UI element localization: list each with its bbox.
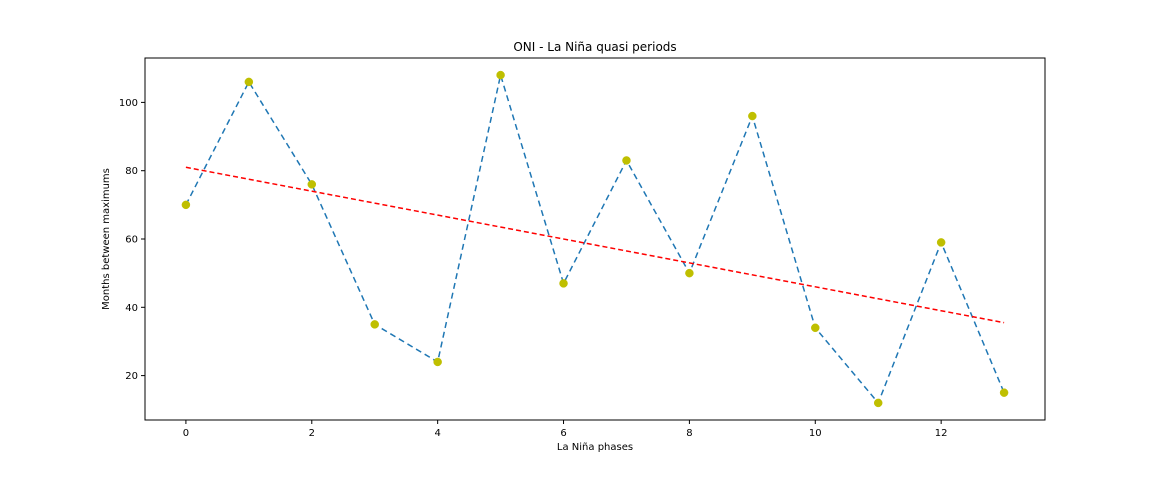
x-tick-label: 8 <box>686 428 692 439</box>
data-point <box>433 357 442 367</box>
data-point <box>999 388 1009 397</box>
data-point <box>811 323 820 333</box>
data-point <box>685 268 694 278</box>
plot-area <box>144 57 1046 421</box>
data-point <box>873 398 883 408</box>
x-axis-label: La Niña phases <box>557 442 633 453</box>
series-line <box>185 72 1005 405</box>
x-tick-label: 0 <box>183 428 189 439</box>
data-point <box>622 156 631 165</box>
y-tick-label: 100 <box>119 98 138 109</box>
y-tick-label: 40 <box>125 303 138 314</box>
x-tick-label: 6 <box>560 428 566 439</box>
y-tick-label: 80 <box>125 166 138 177</box>
y-axis-ticks: 20 40 60 80 100 <box>119 98 145 382</box>
data-point <box>559 279 568 288</box>
series-layer <box>181 70 1009 408</box>
x-tick-label: 4 <box>434 428 440 439</box>
y-tick-label: 60 <box>125 235 138 246</box>
data-point <box>748 111 757 121</box>
data-point <box>496 70 505 80</box>
x-tick-label: 12 <box>935 428 948 439</box>
data-point <box>244 77 254 87</box>
x-tick-label: 10 <box>809 428 822 439</box>
chart-title: ONI - La Niña quasi periods <box>513 40 676 54</box>
data-point <box>307 180 317 189</box>
plot-frame <box>144 57 1046 421</box>
data-point <box>936 238 946 247</box>
data-point <box>181 200 191 210</box>
y-tick-label: 20 <box>125 371 138 382</box>
x-axis-ticks: 0 2 4 6 8 10 12 <box>183 420 948 439</box>
data-point <box>370 320 379 329</box>
x-tick-label: 2 <box>309 428 315 439</box>
y-axis-label: Months between maximums <box>101 168 112 310</box>
trend-line <box>185 166 1005 324</box>
